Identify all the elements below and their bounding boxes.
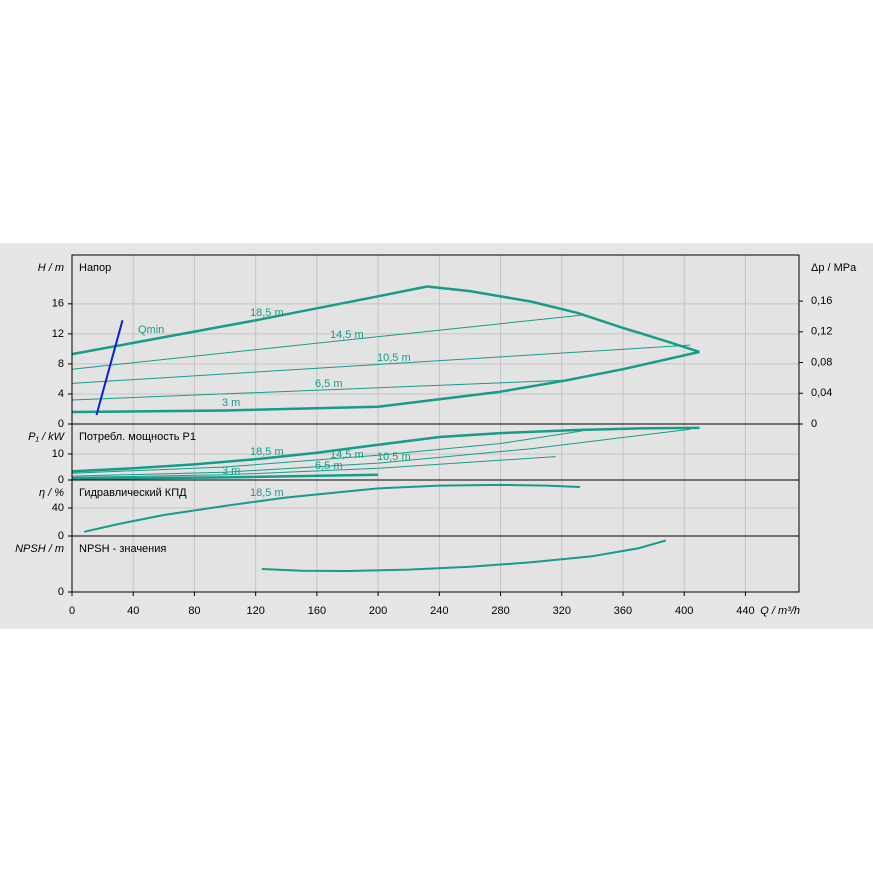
panel-title: NPSH - значения: [79, 543, 166, 555]
curve-label: 14,5 m: [330, 449, 364, 461]
plot-area: [72, 536, 799, 592]
curve: [71, 428, 691, 477]
x-tick-label: 360: [614, 605, 632, 617]
y-axis-label: NPSH / m: [15, 543, 64, 555]
curve: [71, 350, 700, 414]
y-tick-label: 16: [52, 298, 64, 310]
curve: [83, 483, 581, 533]
panel-title: Напор: [79, 262, 111, 274]
y-axis-label: η / %: [39, 487, 64, 499]
y2-tick-label: 0,04: [811, 387, 832, 399]
y-tick-label: 0: [58, 586, 64, 598]
curve: [71, 314, 582, 370]
y2-tick-label: 0,16: [811, 295, 832, 307]
y-tick-label: 0: [58, 474, 64, 486]
curve: [95, 320, 124, 416]
curve-label: 6,5 m: [315, 378, 343, 390]
x-tick-label: 440: [736, 605, 754, 617]
x-tick-label: 280: [491, 605, 509, 617]
curve-label: 10,5 m: [377, 451, 411, 463]
curve-label: 14,5 m: [330, 329, 364, 341]
curve-label: 3 m: [222, 465, 240, 477]
x-tick-label: 80: [188, 605, 200, 617]
x-tick-label: 120: [246, 605, 264, 617]
y-tick-label: 12: [52, 328, 64, 340]
x-tick-label: 400: [675, 605, 693, 617]
y-tick-label: 0: [58, 530, 64, 542]
x-tick-label: 320: [553, 605, 571, 617]
x-tick-label: 200: [369, 605, 387, 617]
curve-label: 18,5 m: [250, 446, 284, 458]
plot-area: [72, 424, 799, 480]
plot-frame: [71, 535, 800, 593]
y2-tick-label: 0,12: [811, 326, 832, 338]
curve: [71, 430, 582, 474]
curve: [71, 344, 691, 384]
panel-title: Гидравлический КПД: [79, 487, 187, 499]
curve: [71, 473, 379, 480]
panel-title: Потребл. мощность P1: [79, 431, 196, 443]
curve: [71, 285, 700, 356]
curve-label: 6,5 m: [315, 460, 343, 472]
curve: [261, 539, 667, 572]
y2-tick-label: 0,08: [811, 356, 832, 368]
curve-label: Qmin: [138, 324, 164, 336]
curve-label: 18,5 m: [250, 487, 284, 499]
y-axis-label: P₁ / kW: [28, 431, 65, 443]
curve-label: 10,5 m: [377, 352, 411, 364]
y2-tick-label: 0: [811, 418, 817, 430]
curve: [71, 379, 562, 401]
y-tick-label: 4: [58, 388, 64, 400]
plot-area: [72, 255, 799, 424]
y-tick-label: 10: [52, 448, 64, 460]
x-tick-label: 160: [308, 605, 326, 617]
y-tick-label: 40: [52, 502, 64, 514]
x-tick-label: 40: [127, 605, 139, 617]
curve: [71, 426, 700, 473]
curve: [71, 456, 556, 478]
y2-axis-label: Δp / MPa: [811, 262, 857, 274]
curve-label: 18,5 m: [250, 307, 284, 319]
y-axis-label: H / m: [38, 262, 64, 274]
y-tick-label: 8: [58, 358, 64, 370]
x-tick-label: 0: [69, 605, 75, 617]
x-axis-label: Q / m³/h: [760, 605, 800, 617]
x-tick-label: 240: [430, 605, 448, 617]
curve-label: 3 m: [222, 397, 240, 409]
y-tick-label: 0: [58, 418, 64, 430]
